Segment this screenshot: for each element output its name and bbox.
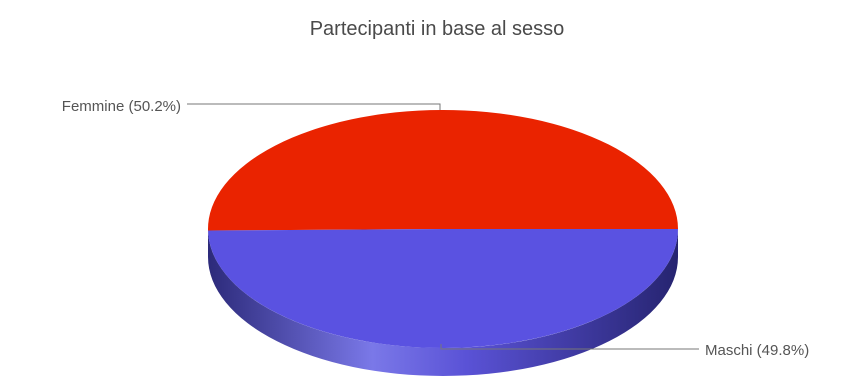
pie-side-wall [208,229,678,376]
chart-title: Partecipanti in base al sesso [310,18,565,40]
pie-slice-maschi[interactable] [208,229,678,348]
slice-label-maschi: Maschi (49.8%) [705,342,809,359]
slice-label-femmine: Femmine (50.2%) [62,98,181,115]
pie-slice-femmine[interactable] [207,109,679,231]
leader-line-femmine [187,103,441,110]
leader-line-maschi [440,344,699,350]
